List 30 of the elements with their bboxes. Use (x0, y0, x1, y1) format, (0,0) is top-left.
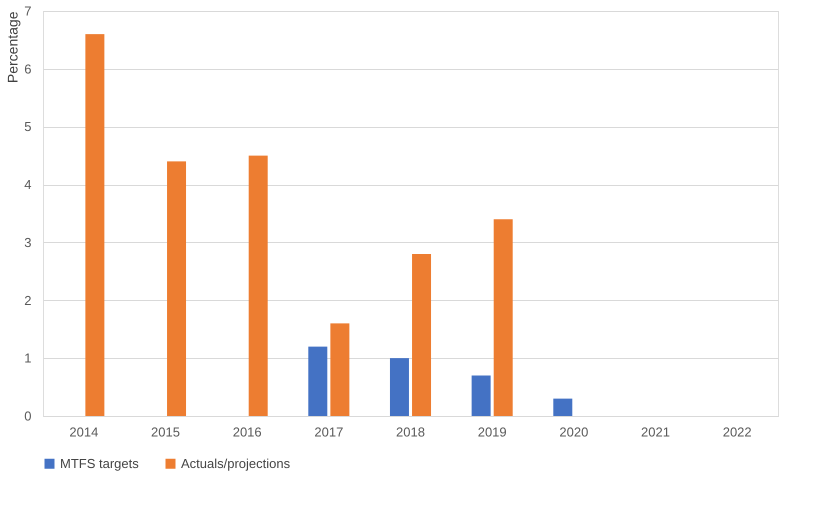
bar (412, 254, 432, 416)
x-tick-label: 2020 (559, 424, 588, 440)
legend-label: MTFS targets (60, 456, 140, 471)
bar (85, 34, 104, 416)
bar (494, 219, 513, 416)
bar (248, 156, 268, 416)
bar (308, 346, 328, 416)
x-tick-label: 2016 (232, 424, 262, 440)
x-tick-label: 2017 (314, 424, 344, 440)
y-tick-label: 4 (24, 177, 32, 192)
bar (472, 376, 491, 416)
bar (167, 161, 186, 416)
y-tick-label: 0 (24, 408, 32, 424)
bar (330, 323, 350, 416)
y-tick-label: 3 (24, 234, 32, 250)
bar (390, 358, 409, 416)
x-tick-label: 2014 (69, 424, 98, 440)
legend-label: Actuals/projections (181, 456, 291, 471)
x-tick-label: 2022 (722, 424, 752, 440)
x-tick-label: 2015 (151, 424, 180, 440)
x-tick-label: 2019 (478, 424, 507, 440)
y-tick-label: 1 (24, 350, 32, 366)
y-tick-label: 7 (24, 4, 32, 18)
y-tick-label: 2 (24, 292, 32, 308)
x-tick-label: 2018 (396, 424, 425, 440)
x-tick-label: 2021 (641, 424, 670, 440)
bar (553, 398, 572, 416)
y-tick-label: 5 (24, 119, 32, 134)
y-tick-label: 6 (24, 61, 32, 76)
y-axis-title: Percentage (4, 11, 20, 84)
